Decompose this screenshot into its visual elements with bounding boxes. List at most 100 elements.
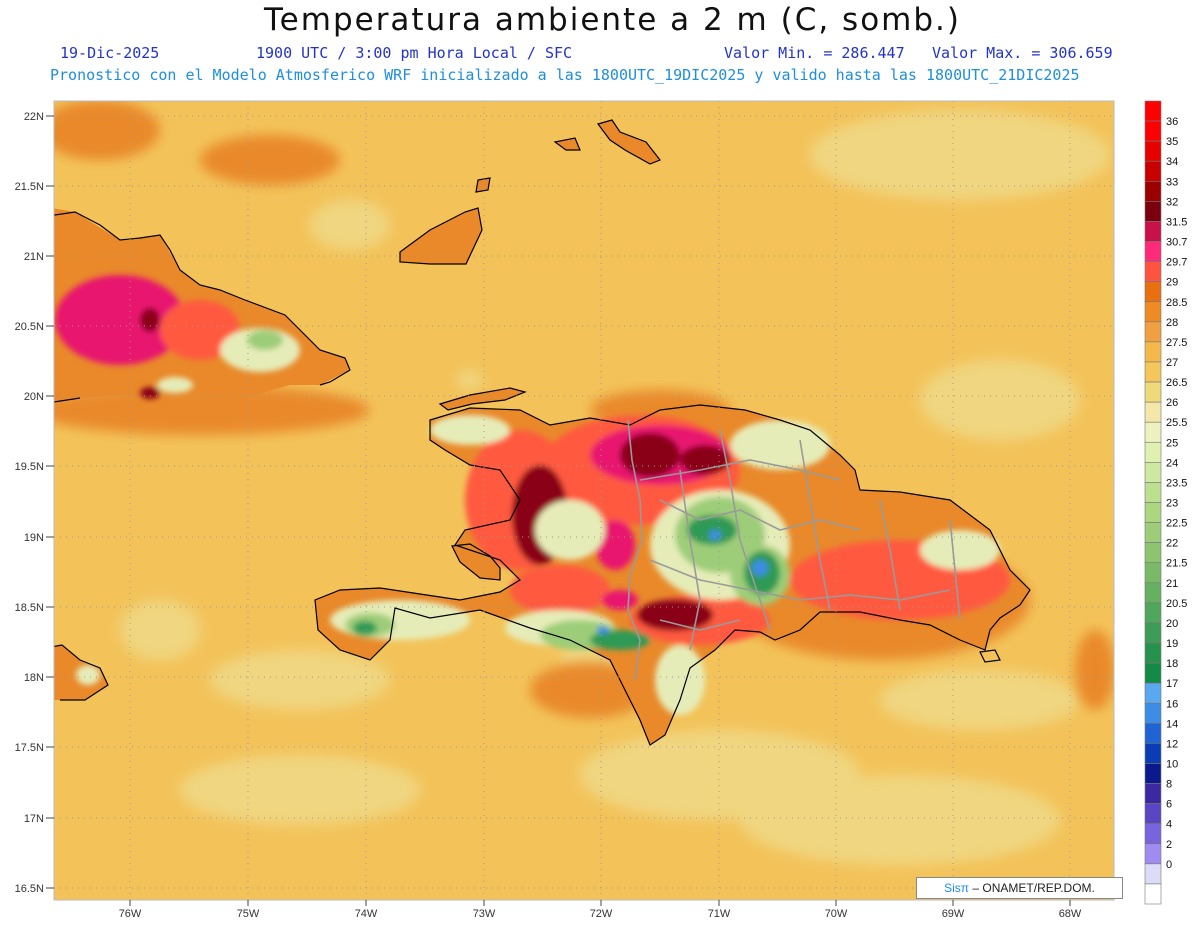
latitude-axis: 22N 21.5N 21N 20.5N 20N 19.5N 19N 18.5N 18N 17.5N… bbox=[15, 111, 54, 895]
colorbar-label: 20.5 bbox=[1166, 598, 1187, 610]
colorbar-label: 19 bbox=[1166, 638, 1178, 650]
colorbar-swatch bbox=[1144, 482, 1162, 503]
colorbar-label: 8 bbox=[1166, 779, 1172, 791]
colorbar-swatch bbox=[1144, 803, 1162, 825]
colorbar-label: 12 bbox=[1166, 738, 1178, 750]
colorbar-swatch bbox=[1144, 582, 1162, 604]
longitude-label: 76W bbox=[119, 908, 142, 920]
colorbar-label: 32 bbox=[1166, 196, 1178, 208]
colorbar-swatch bbox=[1144, 723, 1162, 744]
colorbar-swatch bbox=[1144, 361, 1162, 383]
colorbar-label: 33 bbox=[1166, 176, 1178, 188]
colorbar-swatch bbox=[1144, 401, 1162, 423]
latitude-label: 17N bbox=[24, 813, 44, 825]
colorbar-swatch bbox=[1144, 702, 1162, 724]
colorbar-label: 31.5 bbox=[1166, 216, 1187, 228]
max-value: Valor Max. = 306.659 bbox=[932, 44, 1113, 62]
latitude-label: 21N bbox=[24, 251, 44, 263]
cuba-hot-zone bbox=[55, 275, 300, 399]
colorbar-label: 17 bbox=[1166, 678, 1178, 690]
colorbar-label: 26 bbox=[1166, 397, 1178, 409]
longitude-axis: 76W 75W 74W 73W 72W 71W 70W 69W 68W bbox=[119, 900, 1082, 920]
colorbar-label: 23.5 bbox=[1166, 477, 1187, 489]
colorbar-label: 29.7 bbox=[1166, 257, 1187, 269]
colorbar-label: 28 bbox=[1166, 317, 1178, 329]
colorbar-swatch bbox=[1144, 160, 1162, 182]
longitude-label: 72W bbox=[590, 908, 613, 920]
colorbar-label: 26.5 bbox=[1166, 377, 1187, 389]
colorbar-swatch bbox=[1144, 221, 1162, 242]
colorbar-label: 29 bbox=[1166, 277, 1178, 289]
colorbar-label: 35 bbox=[1166, 136, 1178, 148]
colorbar-label: 6 bbox=[1166, 799, 1172, 811]
colorbar-label: 4 bbox=[1166, 819, 1172, 831]
colorbar-label: 20 bbox=[1166, 618, 1178, 630]
colorbar-swatch bbox=[1144, 642, 1162, 664]
colorbar-swatch bbox=[1144, 281, 1162, 303]
colorbar-label: 22.5 bbox=[1166, 518, 1187, 530]
latitude-label: 21.5N bbox=[15, 181, 44, 193]
colorbar-swatch bbox=[1144, 763, 1162, 784]
colorbar-swatch bbox=[1144, 622, 1162, 644]
colorbar-swatch bbox=[1144, 823, 1162, 845]
longitude-label: 73W bbox=[473, 908, 496, 920]
model-info: Pronostico con el Modelo Atmosferico WRF… bbox=[50, 66, 1080, 84]
latitude-label: 20N bbox=[24, 391, 44, 403]
colorbar: 363534333231.530.729.72928.52827.52726.5… bbox=[1144, 100, 1187, 905]
colorbar-swatch bbox=[1144, 201, 1162, 222]
colorbar-label: 16 bbox=[1166, 698, 1178, 710]
colorbar-swatch bbox=[1144, 682, 1162, 704]
colorbar-swatch bbox=[1144, 441, 1162, 463]
colorbar-swatch bbox=[1144, 602, 1162, 624]
coastlines bbox=[54, 119, 1031, 746]
colorbar-label: 27 bbox=[1166, 357, 1178, 369]
credit-box: Sisπ – ONAMET/REP.DOM. bbox=[916, 877, 1123, 899]
colorbar-swatch bbox=[1144, 341, 1162, 363]
colorbar-label: 2 bbox=[1166, 839, 1172, 851]
longitude-label: 68W bbox=[1059, 908, 1082, 920]
colorbar-swatch bbox=[1144, 462, 1162, 483]
colorbar-swatch bbox=[1144, 321, 1162, 343]
latitude-label: 18N bbox=[24, 672, 44, 684]
colorbar-swatch bbox=[1144, 843, 1162, 865]
colorbar-label: 27.5 bbox=[1166, 337, 1187, 349]
longitude-label: 69W bbox=[942, 908, 965, 920]
map-frame bbox=[53, 100, 1115, 901]
forecast-date: 19-Dic-2025 bbox=[60, 44, 160, 62]
colorbar-swatch bbox=[1144, 140, 1162, 162]
colorbar-label: 25 bbox=[1166, 437, 1178, 449]
latitude-label: 20.5N bbox=[15, 321, 44, 333]
colorbar-label: 21.5 bbox=[1166, 558, 1187, 570]
colorbar-label: 23 bbox=[1166, 498, 1178, 510]
forecast-valid-time: 1900 UTC / 3:00 pm Hora Local / SFC bbox=[256, 44, 573, 62]
colorbar-swatch bbox=[1144, 522, 1162, 543]
colorbar-label: 34 bbox=[1166, 156, 1178, 168]
colorbar-bottom-cap bbox=[1144, 883, 1162, 905]
longitude-label: 70W bbox=[825, 908, 848, 920]
sispi-logo: Sisπ bbox=[944, 881, 970, 895]
colorbar-swatch bbox=[1144, 261, 1162, 282]
latitude-label: 18.5N bbox=[15, 602, 44, 614]
latitude-label: 17.5N bbox=[15, 742, 44, 754]
colorbar-top-cap bbox=[1144, 100, 1162, 122]
colorbar-swatch bbox=[1144, 562, 1162, 584]
latitude-label: 19N bbox=[24, 532, 44, 544]
latitude-label: 22N bbox=[24, 111, 44, 123]
pale-sea-patches bbox=[120, 110, 1110, 865]
gonave-island bbox=[452, 544, 500, 580]
colorbar-swatch bbox=[1144, 241, 1162, 262]
colorbar-swatch bbox=[1144, 421, 1162, 443]
colorbar-label: 18 bbox=[1166, 658, 1178, 670]
colorbar-label: 24 bbox=[1166, 457, 1178, 469]
longitude-label: 74W bbox=[355, 908, 378, 920]
map-title: Temperatura ambiente a 2 m (C, somb.) bbox=[264, 2, 961, 38]
colorbar-label: 30.7 bbox=[1166, 237, 1187, 249]
colorbar-swatch bbox=[1144, 542, 1162, 564]
colorbar-label: 21 bbox=[1166, 578, 1178, 590]
colorbar-label: 22 bbox=[1166, 538, 1178, 550]
colorbar-label: 14 bbox=[1166, 718, 1178, 730]
colorbar-swatch bbox=[1144, 783, 1162, 804]
colorbar-swatch bbox=[1144, 181, 1162, 202]
bahamas-islands bbox=[400, 120, 660, 410]
